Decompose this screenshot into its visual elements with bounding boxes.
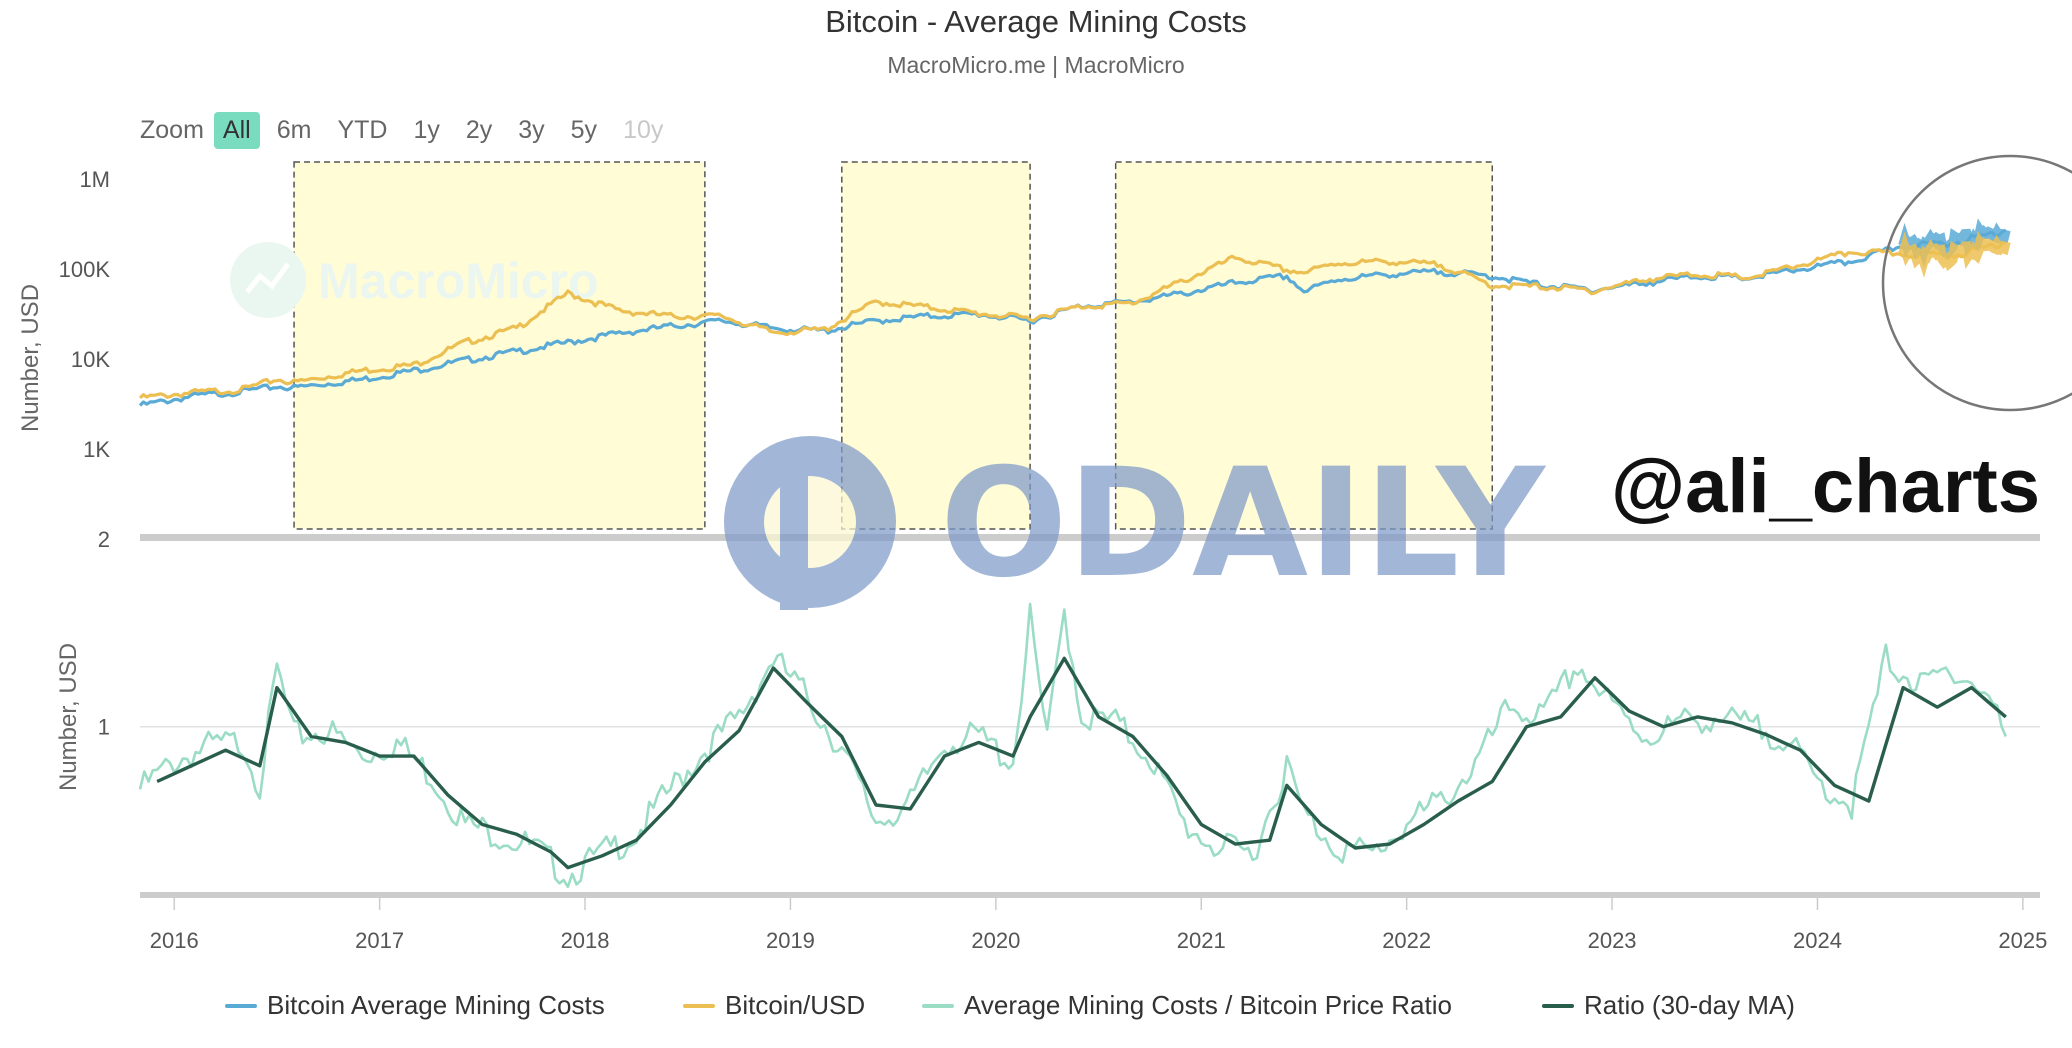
zoom-ytd-button[interactable]: YTD (337, 115, 388, 144)
top-y-tick-label: 2 (98, 527, 110, 552)
x-tick-label: 2020 (971, 928, 1020, 953)
legend-item-btc-usd[interactable]: Bitcoin/USD (683, 990, 865, 1021)
top-y-tick-label: 1M (79, 167, 110, 192)
bottom-y-tick-label: 1 (98, 715, 110, 740)
x-tick-label: 2016 (150, 928, 199, 953)
legend-item-ratio-ma[interactable]: Ratio (30-day MA) (1542, 990, 1795, 1021)
zoom-10y-button[interactable]: 10y (623, 115, 664, 144)
odaily-watermark: ODAILY (724, 436, 1547, 611)
x-axis-line (140, 892, 2040, 898)
macromicro-watermark-text: MacroMicro (318, 253, 599, 309)
series-layer (138, 218, 2011, 889)
legend-label-ratio-ma: Ratio (30-day MA) (1584, 990, 1795, 1020)
btc-usd-line[interactable] (138, 240, 2007, 400)
legend-swatch-mining-costs (225, 1003, 257, 1008)
zoom-all-button[interactable]: All (213, 111, 260, 149)
chart-subtitle: MacroMicro.me | MacroMicro (887, 52, 1185, 78)
panel-divider (140, 534, 2040, 541)
axes-layer: 1M 100K 10K 1K 2 Number, USD 1 Number, USD 2016 2… (17, 167, 2047, 953)
overlay-layer: ODAILY @ali_charts (724, 154, 2072, 611)
x-tick-label: 2025 (1998, 928, 2047, 953)
legend: Bitcoin Average Mining Costs Bitcoin/USD… (0, 990, 2072, 1030)
x-tick-label: 2021 (1177, 928, 1226, 953)
odaily-watermark-text: ODAILY (940, 437, 1547, 611)
x-tick-label: 2018 (561, 928, 610, 953)
ratio-line[interactable] (138, 602, 2007, 889)
legend-label-ratio: Average Mining Costs / Bitcoin Price Rat… (964, 990, 1452, 1020)
highlight-box-3 (1114, 161, 1494, 530)
x-tick-label: 2019 (766, 928, 815, 953)
x-tick-label: 2022 (1382, 928, 1431, 953)
top-y-tick-label: 1K (83, 437, 110, 462)
x-tick-label: 2024 (1793, 928, 1842, 953)
zoom-2y-button[interactable]: 2y (465, 115, 493, 144)
bottom-y-axis-label: Number, USD (55, 643, 82, 791)
btc-usd-band (1898, 230, 2011, 278)
legend-swatch-ratio-ma (1542, 1003, 1574, 1008)
highlight-box-1 (293, 161, 706, 530)
legend-item-ratio[interactable]: Average Mining Costs / Bitcoin Price Rat… (922, 990, 1452, 1021)
ali-charts-handle: @ali_charts (1611, 444, 2040, 529)
odaily-logo-hole (764, 476, 856, 568)
zoom-1y-button[interactable]: 1y (413, 115, 440, 144)
top-y-tick-label: 10K (71, 347, 110, 372)
macromicro-watermark: MacroMicro (230, 242, 599, 318)
legend-swatch-btc-usd (683, 1003, 715, 1008)
legend-label-mining-costs: Bitcoin Average Mining Costs (267, 990, 605, 1020)
top-y-tick-label: 100K (59, 257, 111, 282)
top-y-axis-label: Number, USD (17, 284, 44, 432)
chart-title: Bitcoin - Average Mining Costs (825, 4, 1247, 39)
odaily-logo-bar (780, 470, 808, 610)
legend-swatch-ratio (922, 1003, 954, 1008)
x-tick-label: 2017 (355, 928, 404, 953)
legend-label-btc-usd: Bitcoin/USD (725, 990, 866, 1020)
zoom-6m-button[interactable]: 6m (276, 115, 312, 144)
macromicro-logo-mark (245, 262, 291, 294)
zoom-3y-button[interactable]: 3y (518, 115, 545, 144)
zoom-bar: Zoom All 6m YTD 1y 2y 3y 5y 10y (140, 110, 680, 150)
zoom-label: Zoom (140, 115, 204, 144)
mining-cost-band (1898, 218, 2011, 268)
chart-background-layer (293, 161, 1494, 530)
legend-item-mining-costs[interactable]: Bitcoin Average Mining Costs (225, 990, 605, 1021)
ratio-ma-line[interactable] (156, 656, 2007, 870)
annotation-circle (1881, 154, 2072, 412)
x-tick-label: 2023 (1588, 928, 1637, 953)
zoom-5y-button[interactable]: 5y (570, 115, 598, 144)
